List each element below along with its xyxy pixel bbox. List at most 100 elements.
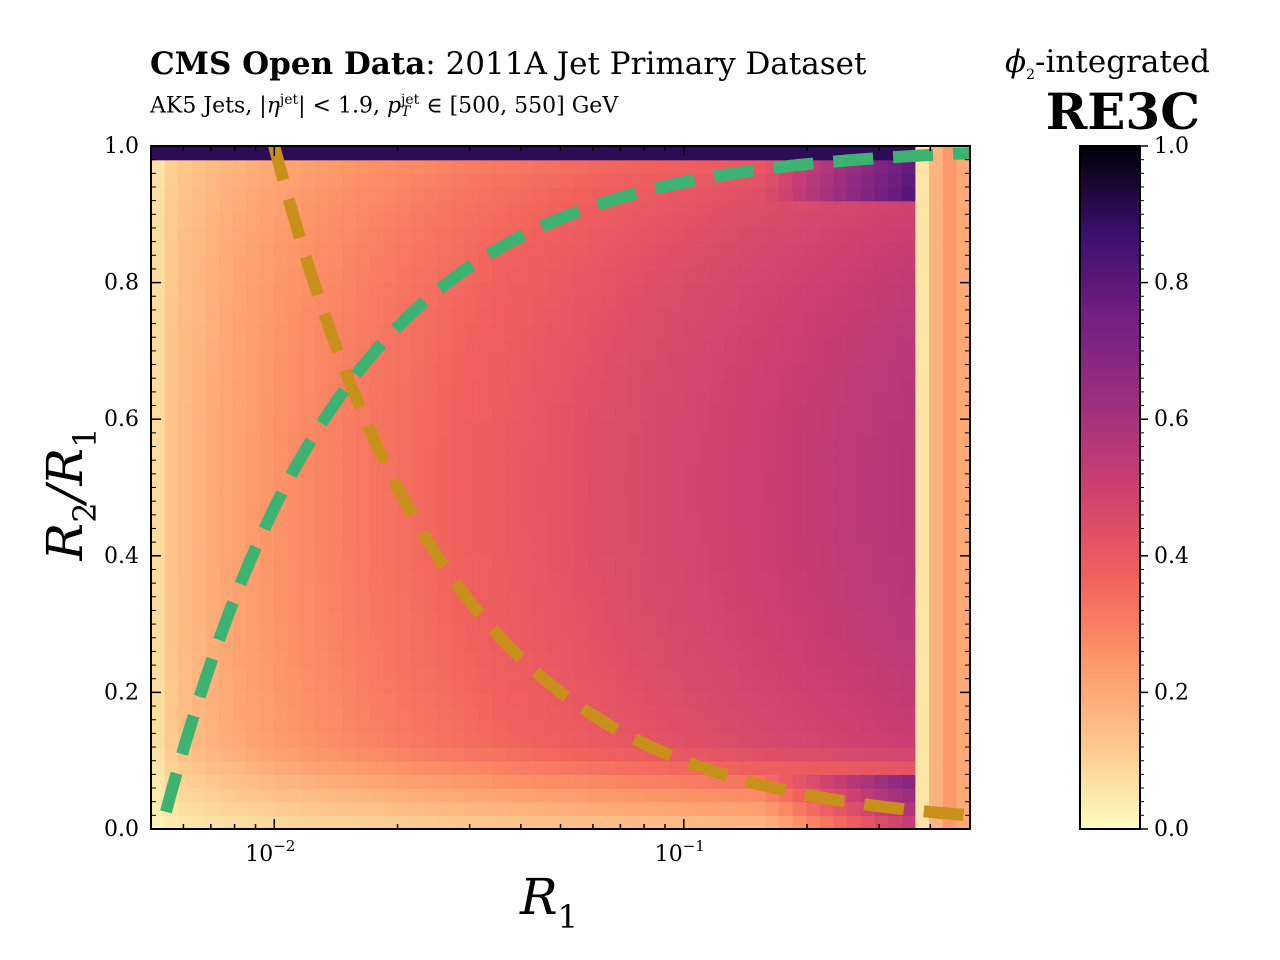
heatmap-cell <box>574 159 589 174</box>
heatmap-cell <box>314 446 330 461</box>
heatmap-cell <box>860 378 876 393</box>
heatmap-cell <box>314 187 330 202</box>
heatmap-cell <box>191 391 207 407</box>
heatmap-cell <box>601 268 616 284</box>
heatmap-cell <box>492 391 507 407</box>
heatmap-cell <box>424 583 439 598</box>
heatmap-cell <box>956 501 970 516</box>
heatmap-cell <box>669 159 684 174</box>
heatmap-cell <box>683 460 698 475</box>
heatmap-cell <box>314 774 330 789</box>
heatmap-cell <box>860 719 876 734</box>
heatmap-cell <box>601 542 616 557</box>
heatmap-cell <box>792 569 807 584</box>
heatmap-cell <box>656 487 671 502</box>
heatmap-cell <box>342 146 357 161</box>
heatmap-cell <box>587 624 603 639</box>
heatmap-cell <box>642 501 657 516</box>
heatmap-cell <box>178 214 193 229</box>
heatmap-cell <box>191 364 207 379</box>
heatmap-cell <box>833 665 848 680</box>
heatmap-cell <box>205 405 220 420</box>
heatmap-cell <box>738 637 753 653</box>
heatmap-cell <box>628 747 644 762</box>
heatmap-cell <box>505 296 521 311</box>
heatmap-cell <box>819 801 835 816</box>
heatmap-cell <box>669 528 684 543</box>
heatmap-cell <box>328 159 343 174</box>
heatmap-cell <box>560 815 575 829</box>
heatmap-cell <box>546 542 562 557</box>
heatmap-cell <box>806 323 821 338</box>
heatmap-cell <box>492 323 507 338</box>
heatmap-cell <box>328 255 343 270</box>
heatmap-cell <box>819 446 835 461</box>
heatmap-cell <box>642 446 657 461</box>
heatmap-cell <box>478 268 493 284</box>
heatmap-cell <box>178 788 193 803</box>
heatmap-cell <box>888 460 903 475</box>
heatmap-cell <box>847 473 862 489</box>
heatmap-cell <box>424 187 439 202</box>
heatmap-cell <box>151 637 166 653</box>
heatmap-cell <box>874 651 889 666</box>
heatmap-cell <box>219 446 234 461</box>
heatmap-cell <box>464 473 480 489</box>
heatmap-cell <box>587 460 603 475</box>
heatmap-cell <box>574 446 589 461</box>
heatmap-cell <box>164 446 179 461</box>
colorbar-gradient <box>1080 146 1140 829</box>
heatmap-cell <box>164 733 179 748</box>
heatmap-cell <box>601 159 616 174</box>
heatmap-cell <box>819 733 835 748</box>
heatmap-cell <box>314 706 330 721</box>
heatmap-cell <box>410 364 425 379</box>
heatmap-cell <box>437 583 452 598</box>
heatmap-cell <box>901 309 917 325</box>
heatmap-cell <box>437 460 452 475</box>
heatmap-cell <box>492 596 507 612</box>
heatmap-cell <box>669 569 684 584</box>
heatmap-cell <box>219 391 234 407</box>
heatmap-cell <box>560 309 575 325</box>
heatmap-cell <box>301 801 316 816</box>
heatmap-cell <box>683 624 698 639</box>
heatmap-cell <box>601 596 616 612</box>
heatmap-cell <box>724 268 739 284</box>
heatmap-cell <box>874 815 889 829</box>
heatmap-cell <box>819 350 835 366</box>
heatmap-cell <box>464 733 480 748</box>
heatmap-cell <box>437 487 452 502</box>
heatmap-cell <box>833 446 848 461</box>
heatmap-cell <box>355 200 371 215</box>
heatmap-cell <box>260 309 275 325</box>
heatmap-cell <box>533 391 548 407</box>
heatmap-cell <box>587 678 603 693</box>
heatmap-cell <box>478 801 493 816</box>
heatmap-cell <box>560 473 575 489</box>
heatmap-cell <box>587 282 603 297</box>
heatmap-cell <box>669 596 684 612</box>
heatmap-cell <box>751 282 766 297</box>
heatmap-cell <box>751 173 766 188</box>
heatmap-cell <box>505 774 521 789</box>
heatmap-cell <box>697 405 712 420</box>
heatmap-cell <box>342 268 357 284</box>
heatmap-cell <box>615 228 630 243</box>
heatmap-cell <box>751 528 766 543</box>
heatmap-cell <box>765 624 780 639</box>
heatmap-cell <box>792 241 807 256</box>
heatmap-cell <box>505 624 521 639</box>
heatmap-cell <box>492 159 507 174</box>
heatmap-cell <box>956 337 970 352</box>
heatmap-cell <box>915 678 930 693</box>
heatmap-cell <box>287 747 302 762</box>
heatmap-cell <box>437 760 452 775</box>
heatmap-cell <box>546 624 562 639</box>
heatmap-cell <box>710 364 725 379</box>
heatmap-cell <box>314 596 330 612</box>
heatmap-cell <box>519 583 534 598</box>
heatmap-cell <box>724 678 739 693</box>
heatmap-cell <box>915 309 930 325</box>
heatmap-cell <box>860 555 876 571</box>
